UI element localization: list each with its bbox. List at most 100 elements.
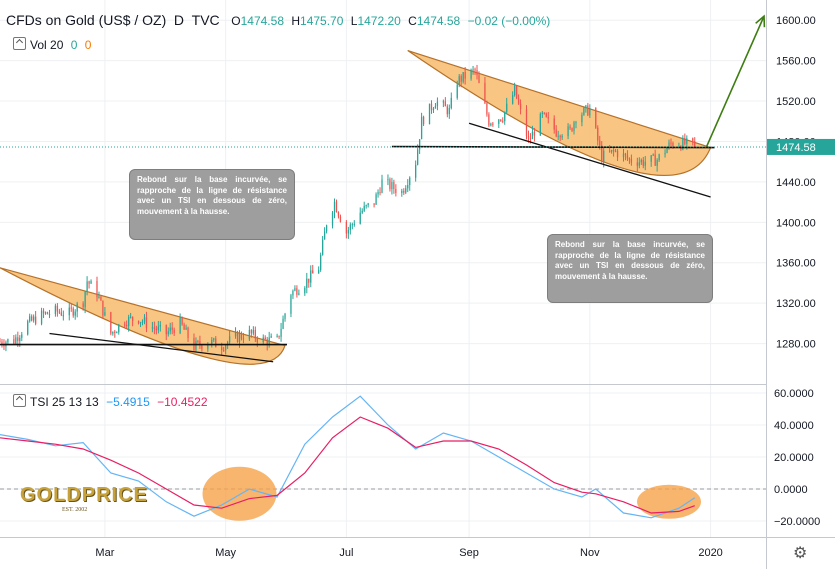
candle[interactable] — [581, 112, 583, 127]
candle[interactable] — [636, 157, 638, 172]
candle[interactable] — [387, 174, 389, 186]
volume-legend[interactable]: Vol 20 0 0 — [13, 36, 95, 52]
candle[interactable] — [575, 120, 577, 129]
candle[interactable] — [242, 332, 245, 344]
candle[interactable] — [201, 344, 203, 352]
candle[interactable] — [519, 99, 522, 115]
candle[interactable] — [555, 125, 557, 138]
candle[interactable] — [434, 102, 437, 109]
candle[interactable] — [407, 179, 409, 193]
candle[interactable] — [416, 144, 419, 166]
candle[interactable] — [652, 153, 654, 157]
candle[interactable] — [692, 137, 694, 146]
candle[interactable] — [395, 184, 397, 197]
candle[interactable] — [126, 320, 128, 329]
candle[interactable] — [668, 139, 670, 150]
candle[interactable] — [116, 331, 118, 334]
candle[interactable] — [159, 321, 161, 332]
candle[interactable] — [185, 324, 187, 330]
candle[interactable] — [597, 125, 599, 146]
candle[interactable] — [42, 308, 45, 319]
candle[interactable] — [539, 112, 541, 136]
candle[interactable] — [304, 286, 306, 296]
candle[interactable] — [363, 201, 365, 213]
candle[interactable] — [583, 106, 585, 116]
candle[interactable] — [458, 74, 460, 88]
candle[interactable] — [1, 338, 3, 348]
candle[interactable] — [694, 137, 696, 148]
candle[interactable] — [96, 276, 98, 302]
candle[interactable] — [462, 72, 464, 84]
candle[interactable] — [557, 130, 559, 141]
candle[interactable] — [165, 324, 167, 341]
candle[interactable] — [173, 327, 175, 336]
candle[interactable] — [76, 301, 78, 318]
candle[interactable] — [90, 279, 92, 284]
candle[interactable] — [460, 74, 462, 88]
candle[interactable] — [270, 333, 272, 338]
candle[interactable] — [347, 226, 350, 239]
candle[interactable] — [306, 272, 308, 294]
candle[interactable] — [541, 111, 543, 118]
candle[interactable] — [72, 306, 74, 318]
candle[interactable] — [13, 334, 15, 345]
candle[interactable] — [153, 321, 156, 335]
candle[interactable] — [474, 67, 476, 75]
candle[interactable] — [470, 68, 472, 81]
candle[interactable] — [114, 329, 116, 338]
candle[interactable] — [545, 112, 547, 118]
candle[interactable] — [0, 338, 1, 343]
candle[interactable] — [250, 329, 253, 338]
gear-icon[interactable]: ⚙ — [793, 545, 808, 562]
candle[interactable] — [630, 154, 633, 166]
candle[interactable] — [428, 103, 431, 125]
candle[interactable] — [642, 156, 644, 169]
candle[interactable] — [181, 316, 183, 326]
candle[interactable] — [215, 336, 217, 348]
candle[interactable] — [517, 94, 520, 105]
candle[interactable] — [137, 320, 140, 325]
candle[interactable] — [187, 326, 189, 342]
candle[interactable] — [70, 303, 72, 312]
candle[interactable] — [254, 326, 256, 342]
candle[interactable] — [472, 66, 474, 75]
candle[interactable] — [84, 291, 86, 314]
candle[interactable] — [339, 214, 342, 223]
candle[interactable] — [456, 80, 458, 100]
candle[interactable] — [478, 71, 480, 84]
candle[interactable] — [310, 265, 312, 288]
candle[interactable] — [290, 293, 292, 318]
candle[interactable] — [585, 104, 587, 113]
candle[interactable] — [276, 333, 278, 338]
candle[interactable] — [128, 314, 130, 332]
candle[interactable] — [513, 82, 516, 97]
candle[interactable] — [450, 92, 452, 110]
candle[interactable] — [129, 312, 132, 319]
candle[interactable] — [262, 334, 264, 346]
candle[interactable] — [353, 220, 355, 227]
candle[interactable] — [553, 115, 555, 134]
candle[interactable] — [264, 335, 266, 340]
candle[interactable] — [656, 158, 658, 172]
candle[interactable] — [5, 340, 7, 352]
candle[interactable] — [448, 104, 450, 119]
candle[interactable] — [375, 192, 377, 205]
candle[interactable] — [365, 204, 367, 209]
candle[interactable] — [199, 335, 201, 349]
candle[interactable] — [171, 322, 173, 335]
candle[interactable] — [104, 307, 106, 317]
candle[interactable] — [367, 202, 369, 208]
candle[interactable] — [266, 336, 268, 351]
price-candles[interactable] — [0, 64, 696, 356]
candle[interactable] — [86, 276, 88, 296]
candle[interactable] — [488, 112, 490, 128]
candle[interactable] — [167, 327, 169, 337]
candle[interactable] — [82, 301, 84, 311]
candle[interactable] — [533, 127, 536, 142]
candle[interactable] — [292, 289, 294, 299]
candle[interactable] — [654, 149, 656, 166]
candle[interactable] — [644, 156, 646, 171]
candle[interactable] — [391, 177, 393, 195]
candle[interactable] — [27, 319, 29, 336]
candle[interactable] — [225, 343, 227, 355]
